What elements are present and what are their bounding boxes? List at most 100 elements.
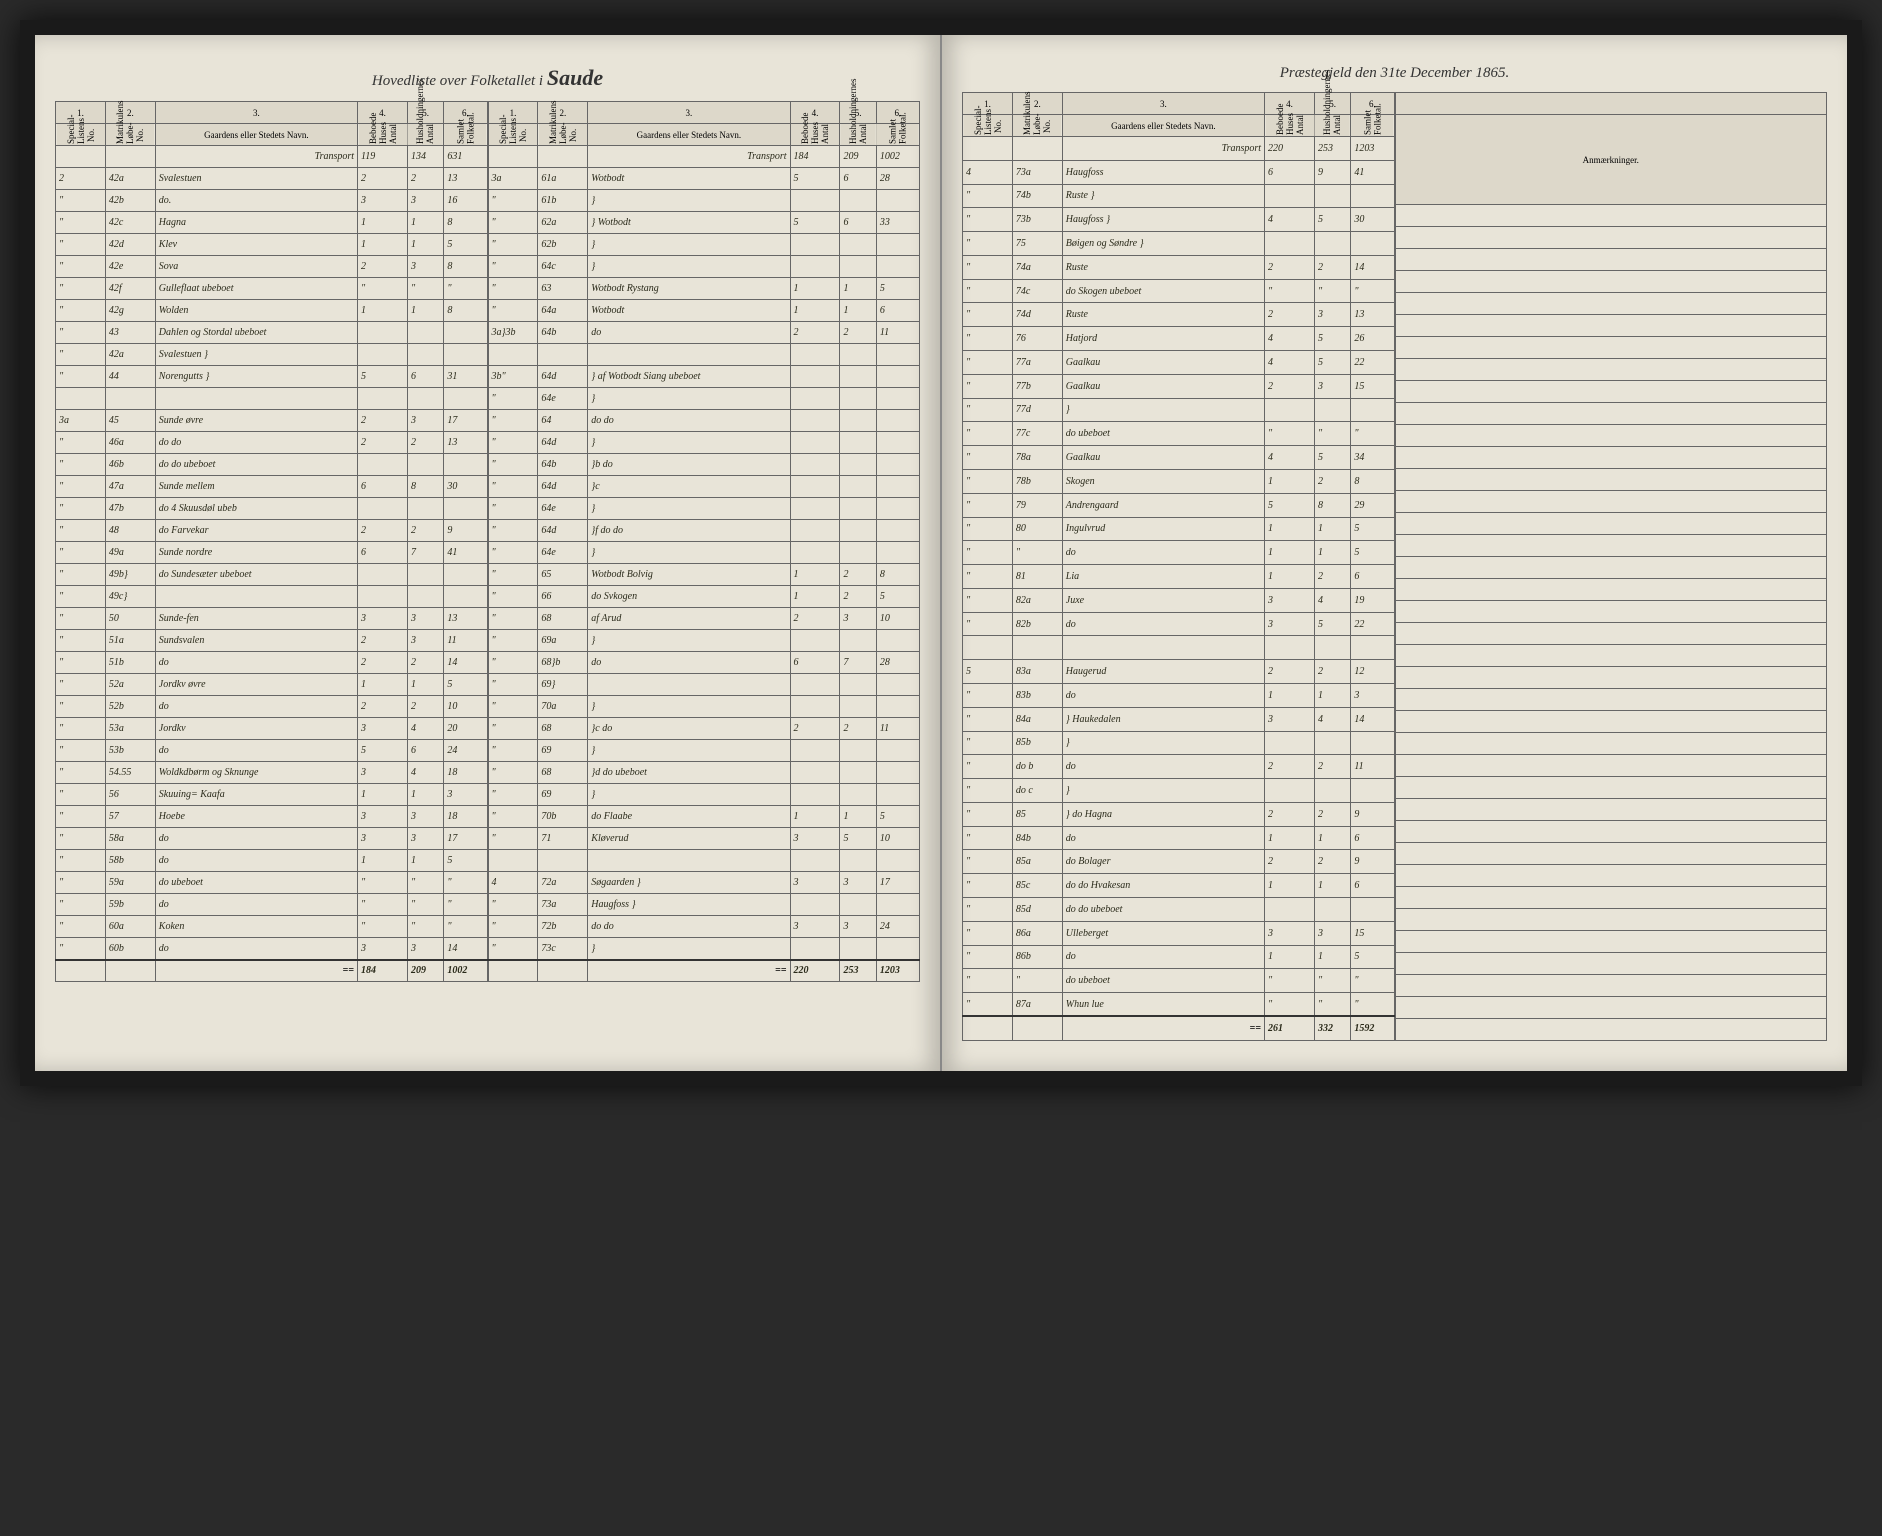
cell-c1: " xyxy=(488,806,538,828)
cell-c2: 52a xyxy=(105,674,155,696)
cell-c4 xyxy=(790,938,840,960)
cell-c1: " xyxy=(963,707,1013,731)
cell-c5: " xyxy=(1314,969,1350,993)
remarks-cell xyxy=(1395,821,1827,843)
transport-c5: 253 xyxy=(1314,137,1350,161)
cell-c6 xyxy=(876,740,919,762)
table-row: " 44 Norengutts } 5 6 31 xyxy=(56,366,488,388)
cell-c5: 9 xyxy=(1314,160,1350,184)
cell-c1: " xyxy=(488,608,538,630)
remarks-cell xyxy=(1395,733,1827,755)
cell-c4: 6 xyxy=(358,542,408,564)
cell-c6: 22 xyxy=(1351,612,1394,636)
col-head-3: Gaardens eller Stedets Navn. xyxy=(588,124,790,146)
cell-c3: Skuuing= Kaafa xyxy=(155,784,357,806)
remarks-cell xyxy=(1395,975,1827,997)
remarks-row xyxy=(1395,359,1827,381)
cell-c3 xyxy=(1062,636,1264,660)
table-row: " 58b do 1 1 5 xyxy=(56,850,488,872)
cell-c1: " xyxy=(56,234,106,256)
cell-c4: " xyxy=(358,278,408,300)
cell-c2: 61a xyxy=(538,168,588,190)
remarks-row xyxy=(1395,227,1827,249)
cell-c6: " xyxy=(1351,969,1394,993)
cell-c6 xyxy=(876,542,919,564)
cell-c1: " xyxy=(56,674,106,696)
remarks-row xyxy=(1395,293,1827,315)
cell-c5: 2 xyxy=(840,322,876,344)
table-row: " 52b do 2 2 10 xyxy=(56,696,488,718)
transport-c6: 1002 xyxy=(876,146,919,168)
cell-c4: 5 xyxy=(790,168,840,190)
cell-c4: 2 xyxy=(1265,802,1315,826)
cell-c1: " xyxy=(963,612,1013,636)
cell-c6 xyxy=(876,476,919,498)
cell-c5 xyxy=(840,542,876,564)
cell-c3: do xyxy=(1062,826,1264,850)
cell-c5 xyxy=(407,322,443,344)
table-row: " 48 do Farvekar 2 2 9 xyxy=(56,520,488,542)
cell-c6: 12 xyxy=(1351,660,1394,684)
cell-c4: " xyxy=(358,916,408,938)
cell-c2: 85b xyxy=(1012,731,1062,755)
table-row: " 69 } xyxy=(488,784,920,806)
cell-c2: 85a xyxy=(1012,850,1062,874)
table-row: " " do ubeboet " " " xyxy=(963,969,1395,993)
table-row: " 51b do 2 2 14 xyxy=(56,652,488,674)
table-row: " 61b } xyxy=(488,190,920,212)
cell-c1: " xyxy=(56,718,106,740)
cell-c5: 1 xyxy=(407,850,443,872)
cell-c2: 44 xyxy=(105,366,155,388)
cell-c5 xyxy=(1314,232,1350,256)
cell-c5: 1 xyxy=(407,674,443,696)
col-num-2: 2. xyxy=(538,102,588,124)
cell-c5: 3 xyxy=(840,916,876,938)
cell-c6: 19 xyxy=(1351,588,1394,612)
remarks-cell xyxy=(1395,359,1827,381)
cell-c5: 3 xyxy=(407,608,443,630)
cell-c4: 4 xyxy=(1265,446,1315,470)
page-header: Hovedliste over Folketallet i Saude xyxy=(55,65,920,91)
remarks-cell xyxy=(1395,249,1827,271)
cell-c3: do do Hvakesan xyxy=(1062,874,1264,898)
cell-c4: 1 xyxy=(1265,826,1315,850)
cell-c2: 54.55 xyxy=(105,762,155,784)
cell-c4: 1 xyxy=(790,806,840,828)
cell-c2: 61b xyxy=(538,190,588,212)
cell-c4: 5 xyxy=(358,366,408,388)
cell-c2: 68 xyxy=(538,608,588,630)
cell-c6: 10 xyxy=(444,696,487,718)
cell-c6 xyxy=(1351,636,1394,660)
cell-c4: 1 xyxy=(358,300,408,322)
cell-c4: 2 xyxy=(358,630,408,652)
cell-c4: 2 xyxy=(358,410,408,432)
cell-c2: 50 xyxy=(105,608,155,630)
table-row: " 62b } xyxy=(488,234,920,256)
cell-c1 xyxy=(56,388,106,410)
cell-c4: 1 xyxy=(1265,874,1315,898)
table-row: " 69 } xyxy=(488,740,920,762)
cell-c6 xyxy=(1351,398,1394,422)
cell-c2: 86b xyxy=(1012,945,1062,969)
cell-c1: " xyxy=(488,300,538,322)
cell-c1: " xyxy=(963,422,1013,446)
cell-c6: 14 xyxy=(1351,707,1394,731)
cell-c5 xyxy=(840,850,876,872)
remarks-cell xyxy=(1395,205,1827,227)
cell-c5 xyxy=(840,366,876,388)
remarks-row xyxy=(1395,579,1827,601)
cell-c4: 4 xyxy=(1265,208,1315,232)
remarks-cell xyxy=(1395,623,1827,645)
cell-c2: 68 xyxy=(538,718,588,740)
table-row: " 86b do 1 1 5 xyxy=(963,945,1395,969)
cell-c5: 3 xyxy=(1314,921,1350,945)
cell-c1: " xyxy=(56,344,106,366)
right-page: Præstegjeld den 31te December 1865. 1. 2… xyxy=(942,35,1847,1071)
remarks-cell xyxy=(1395,1019,1827,1041)
cell-c5 xyxy=(1314,779,1350,803)
table-row: " 73a Haugfoss } xyxy=(488,894,920,916)
remarks-cell xyxy=(1395,425,1827,447)
table-row: " 63 Wotbodt Rystang 1 1 5 xyxy=(488,278,920,300)
cell-c5: 1 xyxy=(840,806,876,828)
cell-c3: Sunde-fen xyxy=(155,608,357,630)
